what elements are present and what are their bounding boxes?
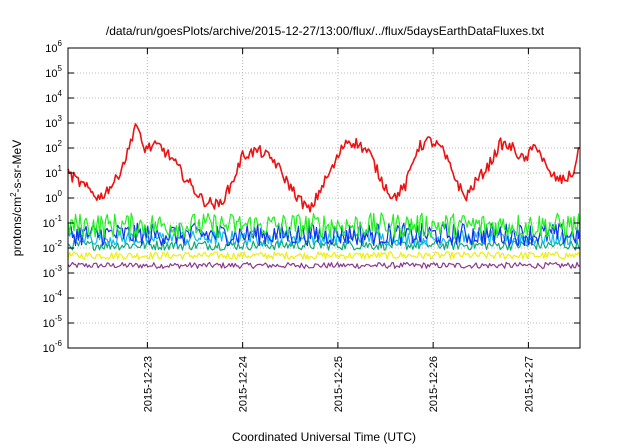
y-tick-label: 106 <box>45 39 62 55</box>
series-line <box>67 251 581 260</box>
x-axis-title: Coordinated Universal Time (UTC) <box>232 430 416 444</box>
x-tick-label: 2015-12-25 <box>333 356 345 412</box>
y-tick-label: 10-1 <box>43 214 63 230</box>
x-tick-label: 2015-12-23 <box>142 356 154 412</box>
x-axis: 2015-12-23 2015-12-24 2015-12-25 2015-12-26… <box>142 48 535 412</box>
y-tick-label: 101 <box>45 164 62 180</box>
y-tick-label: 100 <box>45 189 62 205</box>
chart-title: /data/run/goesPlots/archive/2015-12-27/1… <box>106 24 545 38</box>
y-tick-label: 10-4 <box>43 289 63 305</box>
series-line <box>67 212 581 239</box>
y-tick-label: 105 <box>45 64 62 80</box>
grid-lines <box>68 48 580 348</box>
y-axis: 10-6 10-5 10-4 10-3 10-2 10-1 100 101 102 103 104 1… <box>43 39 580 355</box>
x-tick-label: 2015-12-26 <box>428 356 440 412</box>
y-tick-label: 104 <box>45 89 62 105</box>
series-line <box>67 123 581 213</box>
y-axis-title: protons/cm2-s-sr-MeV <box>9 140 24 256</box>
x-tick-label: 2015-12-27 <box>523 356 535 412</box>
y-tick-label: 10-6 <box>43 339 63 355</box>
series-line <box>67 261 581 269</box>
x-tick-label: 2015-12-24 <box>238 356 250 412</box>
y-tick-label: 103 <box>45 114 62 130</box>
y-tick-label: 10-2 <box>43 239 63 255</box>
series-layer <box>67 123 581 269</box>
y-tick-label: 10-3 <box>43 264 63 280</box>
y-tick-label: 10-5 <box>43 314 63 330</box>
y-tick-label: 102 <box>45 139 62 155</box>
